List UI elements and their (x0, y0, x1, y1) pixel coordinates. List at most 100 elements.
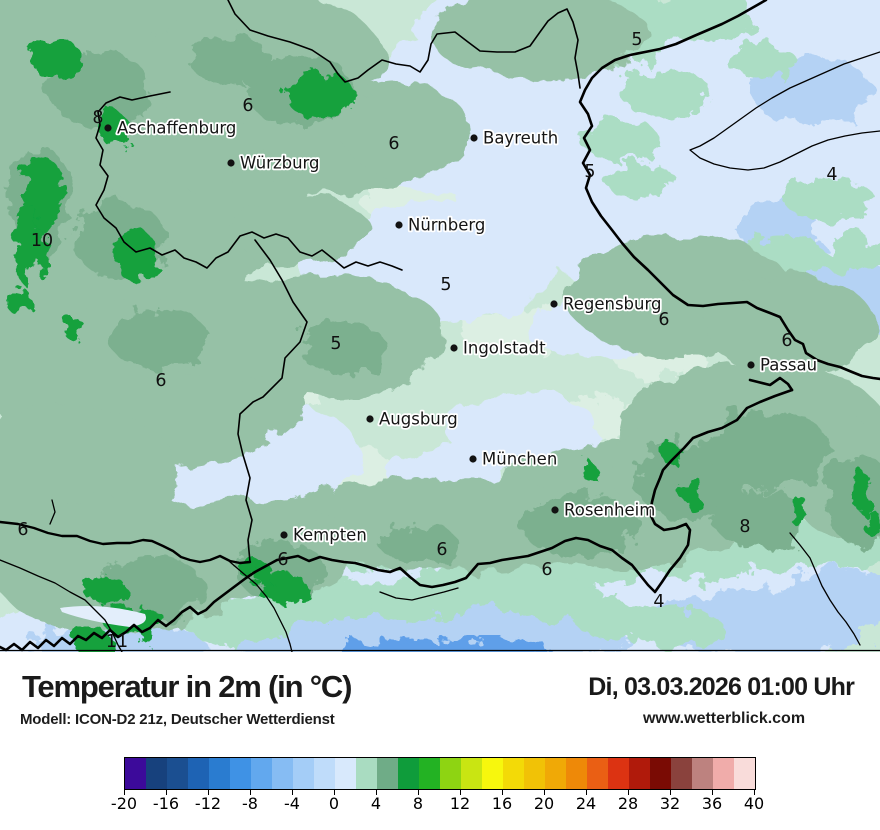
temp-value: 5 (330, 334, 341, 354)
colorbar-tick (333, 790, 335, 795)
colorbar-segment (608, 758, 629, 789)
temp-value: 6 (242, 96, 253, 116)
colorbar-segment (314, 758, 335, 789)
colorbar-label: -16 (152, 794, 180, 813)
border-allgaeu (0, 520, 252, 565)
city-marker-würzburg: Würzburg (227, 152, 321, 174)
city-marker-bayreuth: Bayreuth (470, 127, 560, 149)
temp-value: 6 (155, 371, 166, 391)
city-marker-aschaffenburg: Aschaffenburg (104, 117, 238, 139)
colorbar-label: 20 (533, 794, 555, 813)
colorbar-label: 40 (743, 794, 765, 813)
city-marker-nürnberg: Nürnberg (395, 214, 487, 236)
colorbar-tick (669, 790, 671, 795)
colorbar-label: 0 (328, 794, 340, 813)
temperature-field (0, 0, 880, 680)
page-title: Temperatur in 2m (in °C) (22, 669, 352, 704)
city-label: Bayreuth (483, 129, 558, 148)
temp-value: 11 (106, 632, 128, 652)
city-marker-rosenheim: Rosenheim (551, 499, 657, 521)
colorbar-segment (167, 758, 188, 789)
border-czech-austria (689, 51, 880, 171)
colorbar-segment (461, 758, 482, 789)
colorbar-segment (209, 758, 230, 789)
city-label: Aschaffenburg (117, 119, 236, 138)
temperature-colorbar (124, 757, 756, 790)
city-dot (450, 344, 458, 352)
colorbar-tick (249, 790, 251, 795)
temp-value: 5 (584, 162, 595, 182)
temp-value: 6 (436, 540, 447, 560)
colorbar-segment (125, 758, 146, 789)
colorbar-segment (587, 758, 608, 789)
temperature-map: 8 6 6 5 5 4 10 5 6 6 5 6 6 6 6 6 8 4 11 Aschaffenburg Würzb… (0, 0, 880, 680)
colorbar-tick (375, 790, 377, 795)
colorbar-segment (272, 758, 293, 789)
colorbar-segment (629, 758, 650, 789)
city-dot (747, 361, 755, 369)
border-passau-s (748, 376, 794, 392)
colorbar-tick (753, 790, 755, 795)
temp-value: 6 (17, 520, 28, 540)
colorbar-segment (692, 758, 713, 789)
city-marker-passau: Passau (747, 354, 819, 376)
colorbar-label: 16 (491, 794, 513, 813)
colorbar-segment (377, 758, 398, 789)
city-label: Regensburg (563, 295, 661, 314)
colorbar-tick (165, 790, 167, 795)
colorbar-segment (251, 758, 272, 789)
colorbar-label: 8 (412, 794, 424, 813)
temp-value: 8 (92, 108, 103, 128)
temp-value: 6 (781, 331, 792, 351)
border-west-tip (49, 499, 56, 525)
model-info: Modell: ICON-D2 21z, Deutscher Wetterdie… (20, 711, 335, 728)
colorbar-segment (293, 758, 314, 789)
city-marker-regensburg: Regensburg (550, 293, 663, 315)
colorbar-label: -4 (284, 794, 300, 813)
colorbar-label: 36 (701, 794, 723, 813)
colorbar-tick (501, 790, 503, 795)
lake-constance (60, 606, 146, 627)
colorbar-label: 12 (449, 794, 471, 813)
colorbar-tick (627, 790, 629, 795)
city-marker-ingolstadt: Ingolstadt (450, 337, 548, 359)
temperature-map-svg: 8 6 6 5 5 4 10 5 6 6 5 6 6 6 6 6 8 4 11 AschaffenburgWürzb… (0, 0, 880, 680)
border-west-bavaria (95, 91, 403, 271)
colorbar-tick (543, 790, 545, 795)
colorbar-segment (524, 758, 545, 789)
city-label: Rosenheim (564, 501, 655, 520)
city-dot (470, 134, 478, 142)
colorbar-tick (123, 790, 125, 795)
colorbar-label: -20 (110, 794, 138, 813)
border-vorarlberg (0, 559, 123, 653)
field-patch-layer (8, 38, 879, 652)
city-dot (395, 221, 403, 229)
city-label: Passau (760, 356, 817, 375)
temp-value: 6 (541, 560, 552, 580)
temp-value: 4 (653, 592, 664, 612)
colorbar-tick (417, 790, 419, 795)
colorbar-segment (482, 758, 503, 789)
colorbar-tick (291, 790, 293, 795)
colorbar-segment (335, 758, 356, 789)
border-swabia (237, 239, 308, 563)
colorbar-segment (419, 758, 440, 789)
border-salzburg-state (789, 532, 861, 646)
colorbar-segment (230, 758, 251, 789)
city-label: Würzburg (240, 154, 320, 173)
border-austria (0, 388, 794, 652)
city-label: Kempten (293, 526, 367, 545)
city-label: Nürnberg (408, 216, 485, 235)
city-marker-augsburg: Augsburg (366, 408, 459, 430)
temp-value: 4 (826, 165, 837, 185)
colorbar-segment (503, 758, 524, 789)
colorbar-tick (711, 790, 713, 795)
border-tirol-inner (379, 587, 459, 601)
colorbar-tick (459, 790, 461, 795)
city-dot (227, 159, 235, 167)
city-dot (550, 300, 558, 308)
city-dot (551, 506, 559, 514)
colorbar-segment (146, 758, 167, 789)
city-marker-münchen: München (469, 448, 559, 470)
